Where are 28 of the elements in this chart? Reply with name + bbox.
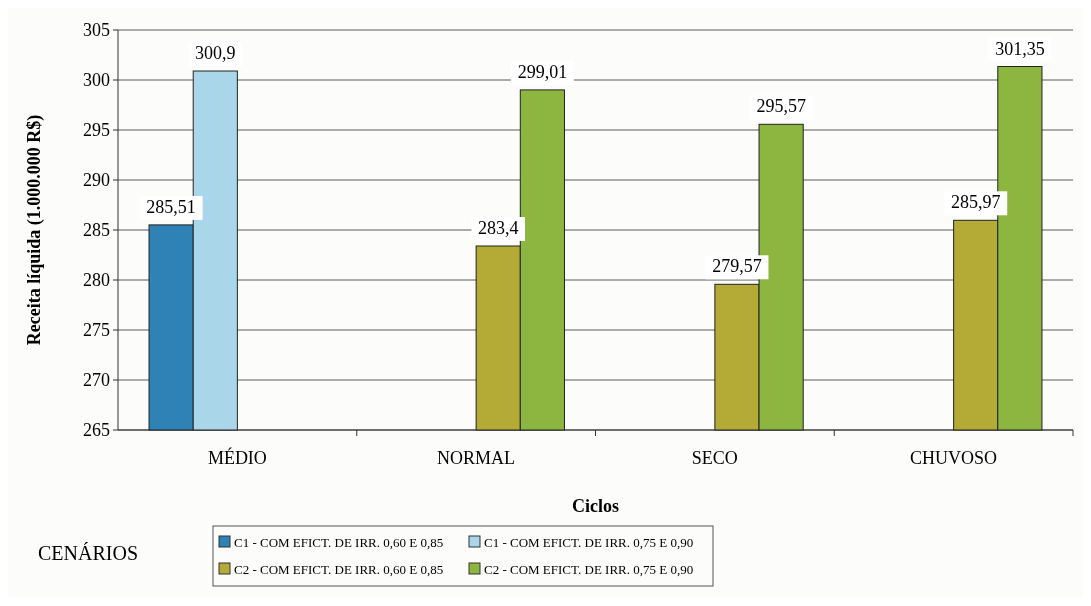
legend-label: C1 - COM EFICT. DE IRR. 0,75 E 0,90 <box>484 535 694 550</box>
legend-label: C1 - COM EFICT. DE IRR. 0,60 E 0,85 <box>234 535 444 550</box>
legend-label: C2 - COM EFICT. DE IRR. 0,75 E 0,90 <box>484 562 694 577</box>
x-tick-label: NORMAL <box>437 448 516 468</box>
y-tick-label: 290 <box>83 170 110 190</box>
data-label: 301,35 <box>995 38 1045 59</box>
x-tick-label: SECO <box>691 448 738 468</box>
data-label: 285,97 <box>950 192 1001 213</box>
data-label: 299,01 <box>517 61 568 82</box>
y-tick-label: 300 <box>83 70 110 90</box>
x-tick-label: MÉDIO <box>207 447 267 468</box>
y-tick-label: 275 <box>83 320 110 340</box>
y-axis-title: Receita líquida (1.000.000 R$) <box>24 114 45 346</box>
y-tick-label: 270 <box>83 370 110 390</box>
y-tick-label: 280 <box>83 270 110 290</box>
data-label: 285,51 <box>146 196 196 217</box>
legend-title: CENÁRIOS <box>38 542 139 564</box>
legend-label: C2 - COM EFICT. DE IRR. 0,60 E 0,85 <box>234 562 444 577</box>
data-label: 279,57 <box>712 256 762 277</box>
y-tick-label: 295 <box>83 120 110 140</box>
x-axis-title: Ciclos <box>572 496 619 516</box>
data-label: 283,4 <box>477 218 519 238</box>
data-label: 300,9 <box>195 43 236 63</box>
y-tick-label: 285 <box>83 220 110 240</box>
y-tick-label: 305 <box>83 20 110 40</box>
y-tick-label: 265 <box>83 420 110 440</box>
x-tick-label: CHUVOSO <box>910 448 998 468</box>
data-label: 295,57 <box>756 96 806 117</box>
